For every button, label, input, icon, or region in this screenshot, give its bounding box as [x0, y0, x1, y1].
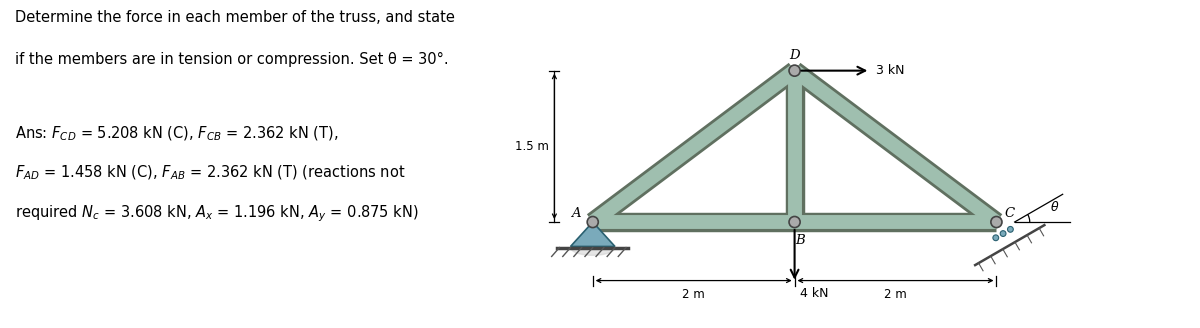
Circle shape	[991, 216, 1002, 228]
Text: Determine the force in each member of the truss, and state: Determine the force in each member of th…	[14, 10, 455, 25]
Text: B: B	[794, 234, 804, 247]
Circle shape	[1008, 226, 1013, 232]
Text: $\theta$: $\theta$	[1050, 200, 1060, 214]
Circle shape	[587, 216, 599, 228]
Circle shape	[991, 217, 1001, 227]
Circle shape	[588, 217, 598, 227]
Text: A: A	[571, 207, 581, 220]
Text: 4 kN: 4 kN	[799, 287, 828, 299]
Text: Ans: $F_{CD}$ = 5.208 kN (C), $F_{CB}$ = 2.362 kN (T),: Ans: $F_{CD}$ = 5.208 kN (C), $F_{CB}$ =…	[14, 125, 338, 143]
Text: C: C	[1004, 207, 1015, 220]
Text: D: D	[790, 49, 800, 62]
Text: 2 m: 2 m	[683, 288, 706, 301]
Polygon shape	[570, 222, 614, 246]
Text: if the members are in tension or compression. Set θ = 30°.: if the members are in tension or compres…	[14, 52, 449, 68]
Circle shape	[1001, 231, 1006, 236]
Text: 2 m: 2 m	[884, 288, 907, 301]
Text: $F_{AD}$ = 1.458 kN (C), $F_{AB}$ = 2.362 kN (T) (reactions not: $F_{AD}$ = 1.458 kN (C), $F_{AB}$ = 2.36…	[14, 164, 406, 182]
Circle shape	[992, 235, 998, 241]
Text: 3 kN: 3 kN	[876, 64, 905, 77]
Text: required $N_c$ = 3.608 kN, $A_x$ = 1.196 kN, $A_y$ = 0.875 kN): required $N_c$ = 3.608 kN, $A_x$ = 1.196…	[14, 203, 419, 224]
Circle shape	[790, 65, 800, 76]
Polygon shape	[570, 248, 614, 255]
Text: 1.5 m: 1.5 m	[516, 140, 550, 153]
Circle shape	[790, 216, 800, 228]
